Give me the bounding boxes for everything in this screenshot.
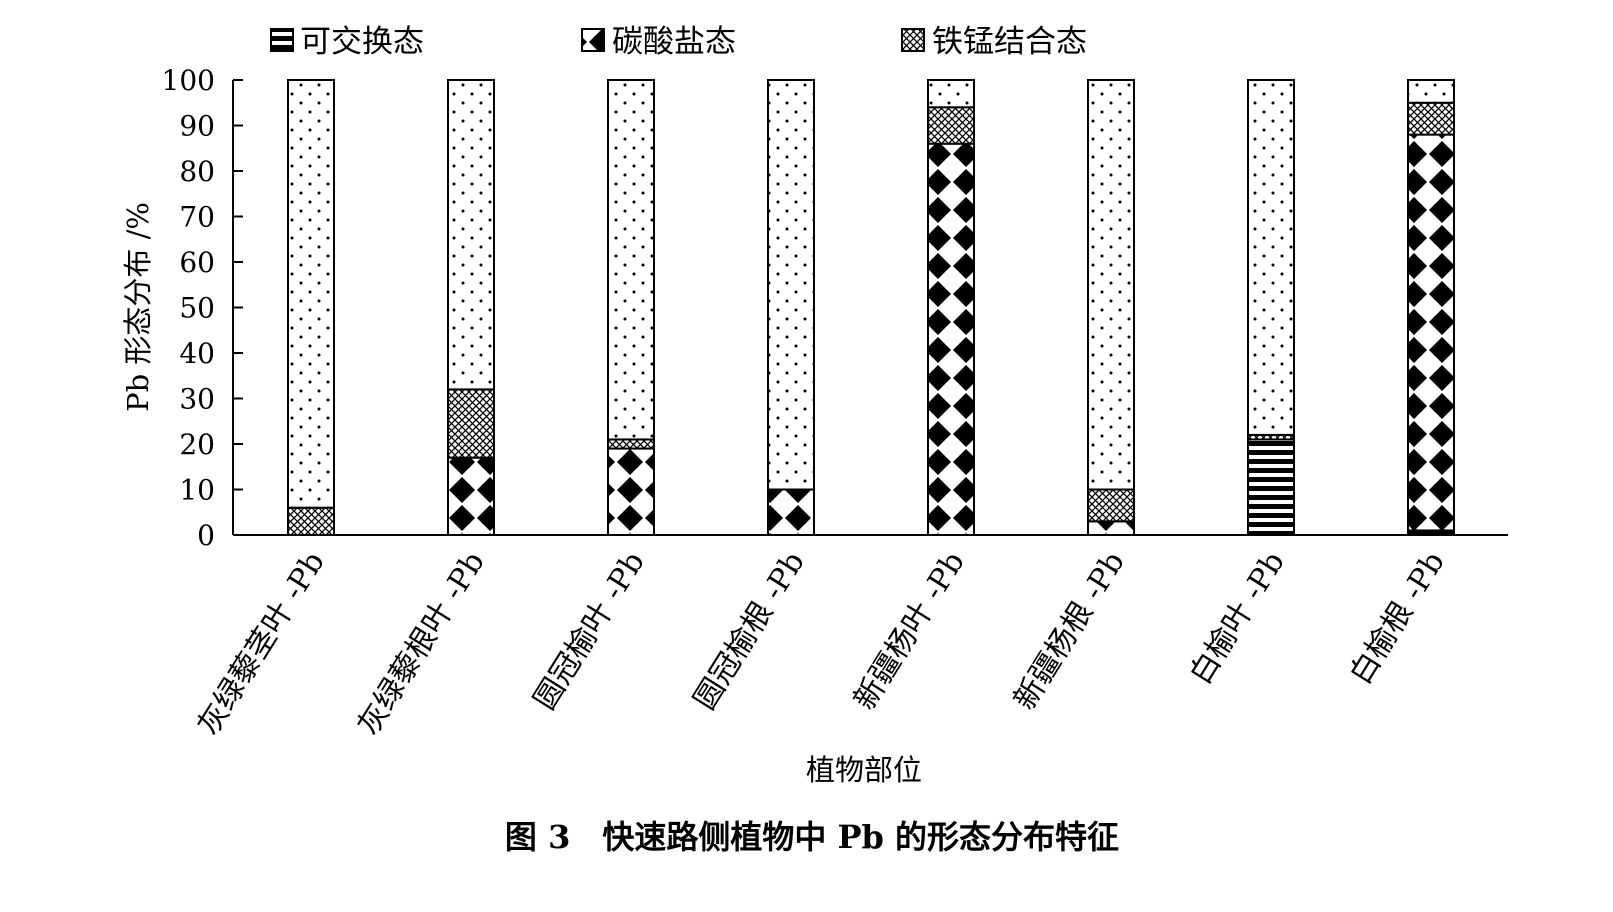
x-category-label: 新疆杨根 -Pb [1007, 546, 1132, 716]
bar-segment [767, 488, 815, 536]
y-tick-label: 40 [179, 337, 215, 370]
y-tick-label: 70 [179, 201, 215, 234]
legend-item-exchangeable: 可交换态 [270, 24, 424, 60]
legend-label-carbonate: 碳酸盐态 [612, 24, 736, 60]
legend-swatch-fe-mn [901, 28, 925, 52]
bars [287, 79, 1455, 537]
bar-segment [287, 506, 335, 537]
bar-segment [1247, 438, 1295, 537]
y-axis-title: Pb 形态分布 /% [121, 202, 155, 412]
legend: 可交换态 碳酸盐态 铁锰结合态 [270, 24, 1087, 60]
bar-segment [1407, 101, 1455, 136]
bar-segment [1087, 79, 1135, 491]
x-category-label: 白榆根 -Pb [1343, 546, 1452, 691]
y-tick-label: 60 [179, 246, 215, 279]
y-tick-label: 20 [179, 428, 215, 461]
legend-swatch-carbonate [581, 28, 605, 52]
legend-item-fe-mn: 铁锰结合态 [901, 24, 1087, 60]
bar-segment [447, 388, 495, 459]
bar-segment [927, 142, 975, 536]
bar-segment [927, 106, 975, 145]
legend-label-fe-mn: 铁锰结合态 [932, 24, 1087, 60]
bar-segment [927, 79, 975, 109]
x-category-label: 圆冠榆根 -Pb [687, 546, 812, 716]
bar-segment [1247, 79, 1295, 436]
x-category-label: 白榆叶 -Pb [1183, 546, 1292, 691]
bar-segment [767, 79, 815, 491]
bar-segment [607, 438, 655, 450]
legend-item-carbonate: 碳酸盐态 [581, 24, 736, 60]
x-category-label: 灰绿藜茎叶 -Pb [191, 546, 331, 742]
y-tick-label: 10 [179, 474, 215, 507]
x-category-label: 新疆杨叶 -Pb [847, 546, 972, 716]
figure-caption: 图 3 快速路侧植物中 Pb 的形态分布特征 [505, 818, 1119, 856]
y-tick-label: 50 [179, 292, 215, 325]
bar-segment [447, 456, 495, 536]
bar-segment [1087, 520, 1135, 536]
legend-label-exchangeable: 可交换态 [300, 24, 424, 60]
y-tick-label: 30 [179, 383, 215, 416]
bar-segment [1087, 488, 1135, 523]
bar-segment [1407, 133, 1455, 532]
legend-swatch-exchangeable [270, 28, 294, 52]
x-category-label: 灰绿藜根叶 -Pb [351, 546, 491, 742]
y-tick-label: 0 [197, 519, 215, 552]
y-tick-label: 100 [162, 64, 215, 97]
bar-segment [447, 79, 495, 391]
bar-segment [607, 79, 655, 441]
y-axis-ticks: 0 10 20 30 40 50 60 70 80 90 100 [162, 64, 243, 552]
bar-segment [607, 447, 655, 536]
x-axis-labels: 灰绿藜茎叶 -Pb 灰绿藜根叶 -Pb 圆冠榆叶 -Pb 圆冠榆根 -Pb 新疆杨叶 -… [191, 546, 1451, 742]
x-category-label: 圆冠榆叶 -Pb [527, 546, 652, 716]
y-tick-label: 80 [179, 155, 215, 188]
bar-segment [287, 79, 335, 509]
x-axis-title: 植物部位 [806, 753, 922, 787]
y-tick-label: 90 [179, 110, 215, 143]
bar-segment [1407, 79, 1455, 104]
